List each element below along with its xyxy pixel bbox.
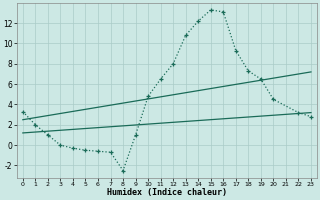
X-axis label: Humidex (Indice chaleur): Humidex (Indice chaleur) [107,188,227,197]
